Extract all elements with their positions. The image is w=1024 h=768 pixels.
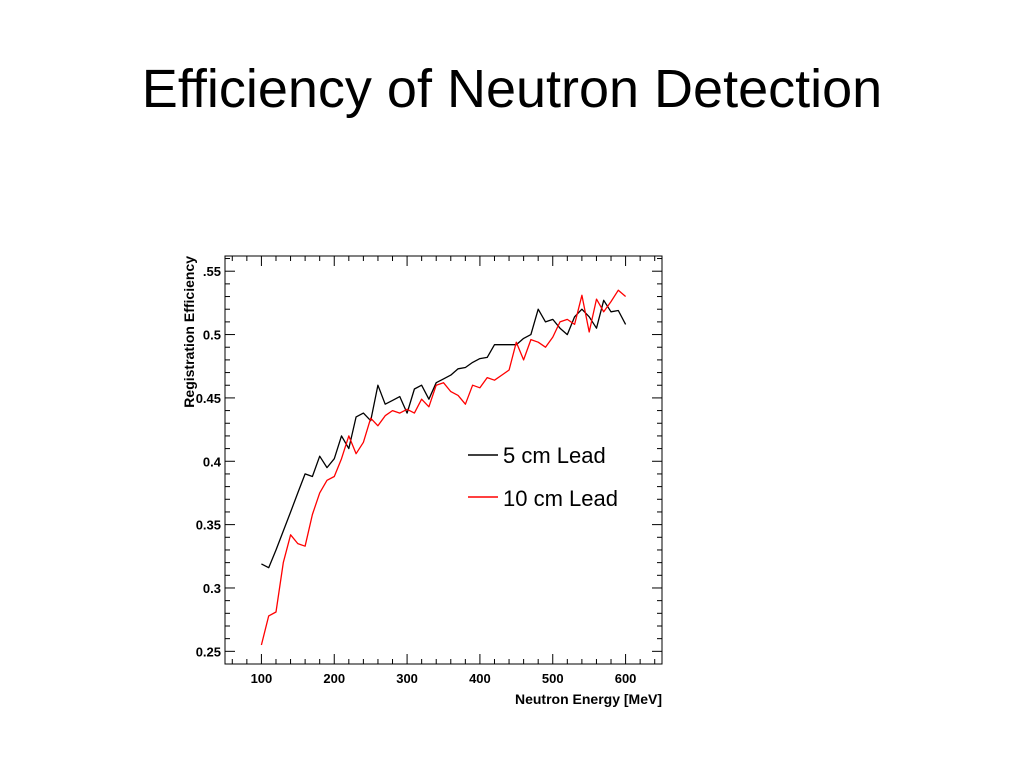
slide-title: Efficiency of Neutron Detection <box>141 59 883 119</box>
series-line-5cm-lead <box>261 299 627 569</box>
y-tick-label: 0.45 <box>196 391 221 406</box>
x-tick-label: 400 <box>469 671 491 686</box>
series-line-10cm-lead <box>260 289 627 646</box>
y-tick-label: 0.3 <box>203 581 221 596</box>
y-tick-label: 0.35 <box>196 518 221 533</box>
legend-label-10cm-lead: 10 cm Lead <box>503 486 618 511</box>
series-layer <box>260 289 627 646</box>
x-tick-label: 200 <box>323 671 345 686</box>
legend: 5 cm Lead 10 cm Lead <box>468 443 618 511</box>
x-tick-label: 300 <box>396 671 418 686</box>
y-tick-label: 0.4 <box>203 454 222 469</box>
x-tick-label: 600 <box>615 671 637 686</box>
x-axis-title: Neutron Energy [MeV] <box>515 691 662 707</box>
plot-frame <box>224 255 663 665</box>
y-axis-title: Registration Efficiency <box>181 256 197 408</box>
y-axis-ticks: 0.25 0.3 0.35 0.4 0.45 0.5 .55 <box>196 258 662 659</box>
y-tick-label: .55 <box>203 264 221 279</box>
x-axis-ticks: 100 200 300 400 500 600 <box>231 256 656 686</box>
legend-label-5cm-lead: 5 cm Lead <box>503 443 606 468</box>
x-tick-label: 500 <box>542 671 564 686</box>
y-tick-label: 0.5 <box>203 328 221 343</box>
x-tick-label: 100 <box>251 671 273 686</box>
y-tick-label: 0.25 <box>196 644 221 659</box>
